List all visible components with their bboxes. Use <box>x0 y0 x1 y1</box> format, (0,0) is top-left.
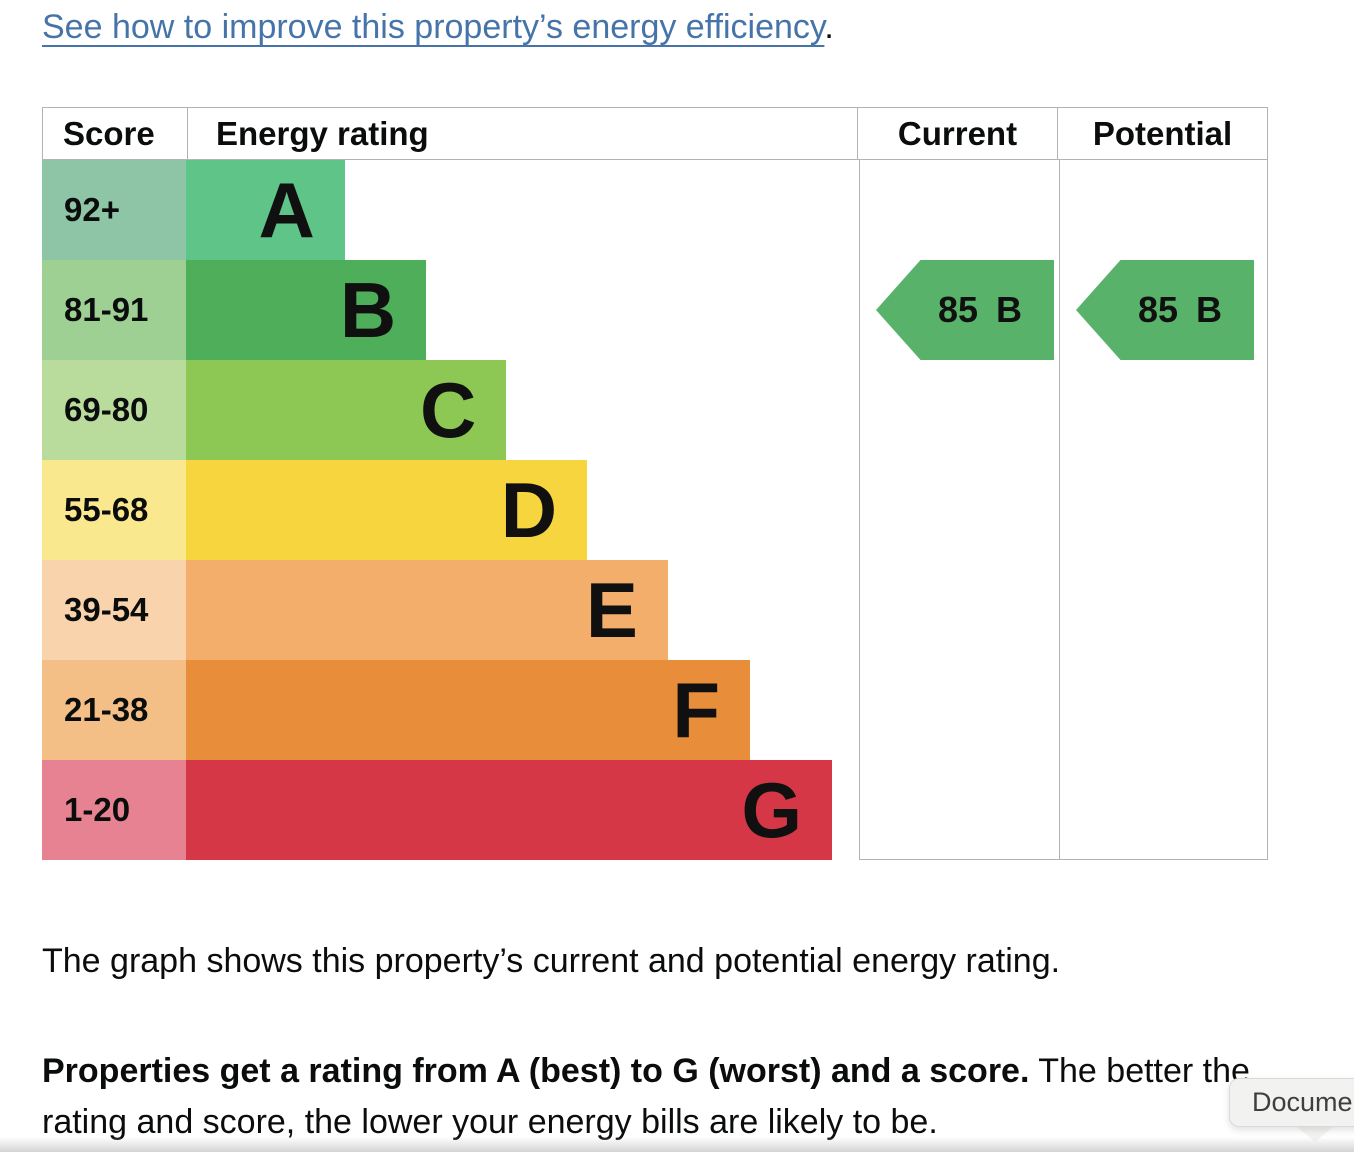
rating-letter: G <box>741 766 803 854</box>
rating-bar: A <box>186 160 345 260</box>
band-row-c: 69-80 C <box>42 360 859 460</box>
potential-score-value: 85 <box>1137 289 1179 330</box>
column-header-potential: Potential <box>1057 108 1267 159</box>
score-range-cell: 1-20 <box>42 760 186 860</box>
rating-bar: D <box>186 460 588 560</box>
improve-efficiency-link-row: See how to improve this property’s energ… <box>42 4 834 50</box>
bar-track: C <box>186 360 859 460</box>
epc-bands-area: 92+ A 81-91 B 69-8 <box>42 160 859 860</box>
band-row-g: 1-20 G <box>42 760 859 860</box>
bar-track: D <box>186 460 859 560</box>
column-header-current: Current <box>857 108 1057 159</box>
rating-letter: F <box>672 666 720 754</box>
score-range-cell: 81-91 <box>42 260 186 360</box>
epc-chart-body: 92+ A 81-91 B 69-8 <box>42 160 1268 860</box>
epc-rating-table: Score Energy rating Current Potential 92… <box>42 107 1268 860</box>
score-range-cell: 69-80 <box>42 360 186 460</box>
rating-bar: C <box>186 360 507 460</box>
improve-efficiency-link[interactable]: See how to improve this property’s energ… <box>42 8 825 46</box>
bar-track: A <box>186 160 859 260</box>
rating-letter: D <box>500 466 558 554</box>
rating-explanation-rest: The better the rating and score, the low… <box>42 1052 1250 1141</box>
score-range-cell: 92+ <box>42 160 186 260</box>
current-rating-column: 85 B <box>859 160 1059 860</box>
rating-bar: E <box>186 560 668 660</box>
potential-grade-letter: B <box>1196 289 1223 330</box>
document-tooltip-label: Docume <box>1252 1087 1353 1117</box>
rating-letter: B <box>339 266 397 354</box>
rating-bar: G <box>186 760 833 860</box>
rating-bar: F <box>186 660 750 760</box>
epc-table-header: Score Energy rating Current Potential <box>42 107 1268 160</box>
column-header-score: Score <box>63 114 155 152</box>
bar-track: B <box>186 260 859 360</box>
potential-rating-column: 85 B <box>1059 160 1268 860</box>
bar-track: G <box>186 760 859 860</box>
bar-track: E <box>186 560 859 660</box>
column-header-energy-rating: Energy rating <box>187 108 857 159</box>
score-range-cell: 55-68 <box>42 460 186 560</box>
rating-letter: A <box>258 166 315 254</box>
band-row-e: 39-54 E <box>42 560 859 660</box>
chart-caption: The graph shows this property’s current … <box>42 942 1061 980</box>
link-period: . <box>824 8 834 46</box>
bar-track: F <box>186 660 859 760</box>
band-row-a: 92+ A <box>42 160 859 260</box>
rating-bar: B <box>186 260 427 360</box>
current-rating-arrow: 85 B <box>876 260 1054 360</box>
band-row-f: 21-38 F <box>42 660 859 760</box>
current-score-value: 85 <box>937 289 979 330</box>
potential-rating-arrow: 85 B <box>1076 260 1254 360</box>
rating-explanation: Properties get a rating from A (best) to… <box>42 1046 1268 1148</box>
document-tooltip: Docume <box>1229 1078 1354 1127</box>
rating-explanation-bold: Properties get a rating from A (best) to… <box>42 1052 1030 1090</box>
band-row-d: 55-68 D <box>42 460 859 560</box>
score-range-cell: 39-54 <box>42 560 186 660</box>
current-grade-letter: B <box>996 289 1023 330</box>
rating-letter: E <box>585 566 638 654</box>
rating-letter: C <box>420 366 477 454</box>
score-range-cell: 21-38 <box>42 660 186 760</box>
band-row-b: 81-91 B <box>42 260 859 360</box>
bottom-fade-divider <box>0 1137 1354 1152</box>
